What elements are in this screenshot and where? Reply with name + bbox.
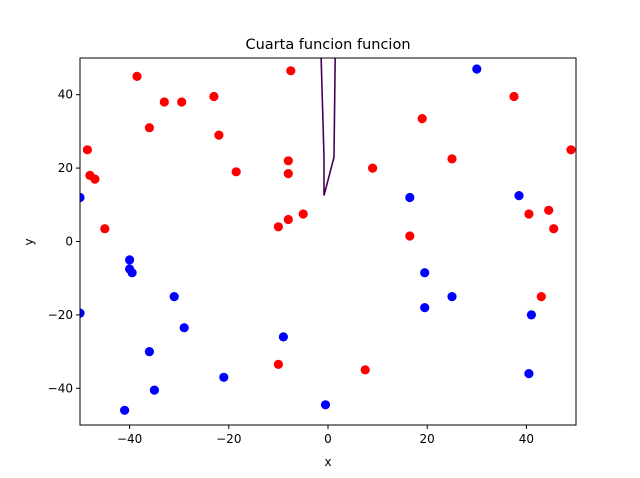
data-point-series-1-4 <box>144 123 154 133</box>
data-point-series-2-14 <box>320 400 331 410</box>
function-curve-layer <box>320 58 336 196</box>
data-point-series-1-23 <box>405 231 415 241</box>
data-point-series-2-3 <box>125 255 135 265</box>
data-point-series-1-7 <box>82 145 92 155</box>
data-point-series-2-19 <box>514 191 524 201</box>
data-point-series-2-10 <box>149 385 159 395</box>
data-point-series-2-1 <box>472 64 482 74</box>
data-point-series-1-18 <box>273 359 283 369</box>
data-point-series-1-26 <box>544 205 554 215</box>
data-point-series-1-13 <box>283 156 293 166</box>
x-axis-label: x <box>324 455 331 469</box>
x-axis-ticks: −40 −20 0 20 40 <box>117 425 534 446</box>
data-point-series-1-19 <box>368 163 378 173</box>
data-point-series-1-10 <box>100 224 110 234</box>
data-point-series-1-6 <box>214 130 224 140</box>
data-point-series-1-1 <box>132 71 142 81</box>
data-point-series-1-24 <box>509 91 519 102</box>
y-tick-label: −40 <box>48 381 73 395</box>
data-point-series-1-17 <box>298 209 308 219</box>
data-point-series-2-17 <box>420 303 430 313</box>
data-point-series-2-2 <box>80 192 85 203</box>
data-point-series-1-28 <box>566 145 576 155</box>
chart-title: Cuarta funcion funcion <box>245 37 410 53</box>
data-point-series-1-22 <box>447 154 457 164</box>
data-point-series-2-16 <box>420 268 430 278</box>
data-point-series-1-27 <box>549 224 559 234</box>
data-point-series-2-8 <box>179 323 189 333</box>
data-point-series-1-25 <box>524 209 534 219</box>
x-tick-label: 40 <box>519 432 534 446</box>
data-point-series-2-5 <box>127 268 137 278</box>
data-point-series-1-9 <box>90 174 100 184</box>
x-tick-label: 0 <box>324 432 332 446</box>
y-axis-label: y <box>22 238 36 245</box>
data-point-series-1-5 <box>209 91 219 102</box>
data-point-series-1-2 <box>159 97 169 107</box>
function-line <box>320 58 336 196</box>
data-point-series-1-15 <box>283 214 293 225</box>
data-point-series-2-21 <box>524 369 534 379</box>
data-point-series-1-12 <box>286 66 296 76</box>
data-point-series-1-20 <box>360 365 370 375</box>
data-points-layer <box>80 64 576 415</box>
data-point-series-1-3 <box>177 97 187 107</box>
data-point-series-1-14 <box>283 169 293 179</box>
y-tick-label: 20 <box>58 161 73 175</box>
y-tick-label: −20 <box>48 308 73 322</box>
data-point-series-2-11 <box>120 405 130 415</box>
data-point-series-2-9 <box>144 347 154 357</box>
data-point-series-2-7 <box>169 292 179 302</box>
data-point-series-2-12 <box>219 372 229 382</box>
y-axis-ticks: −40 −20 0 20 40 <box>48 88 80 395</box>
x-tick-label: 20 <box>420 432 435 446</box>
plot-area <box>80 58 576 425</box>
data-point-series-1-11 <box>231 167 241 177</box>
y-tick-label: 40 <box>58 88 73 102</box>
data-point-series-2-18 <box>447 292 457 302</box>
x-tick-label: −40 <box>117 432 142 446</box>
data-point-series-1-29 <box>536 292 546 302</box>
data-point-series-1-16 <box>273 222 283 232</box>
data-point-series-2-13 <box>278 332 288 342</box>
x-tick-label: −20 <box>216 432 241 446</box>
data-point-series-2-15 <box>405 192 415 203</box>
data-point-series-2-6 <box>80 308 85 318</box>
data-point-series-2-20 <box>526 310 537 320</box>
y-tick-label: 0 <box>65 235 73 249</box>
data-point-series-1-21 <box>417 114 427 124</box>
